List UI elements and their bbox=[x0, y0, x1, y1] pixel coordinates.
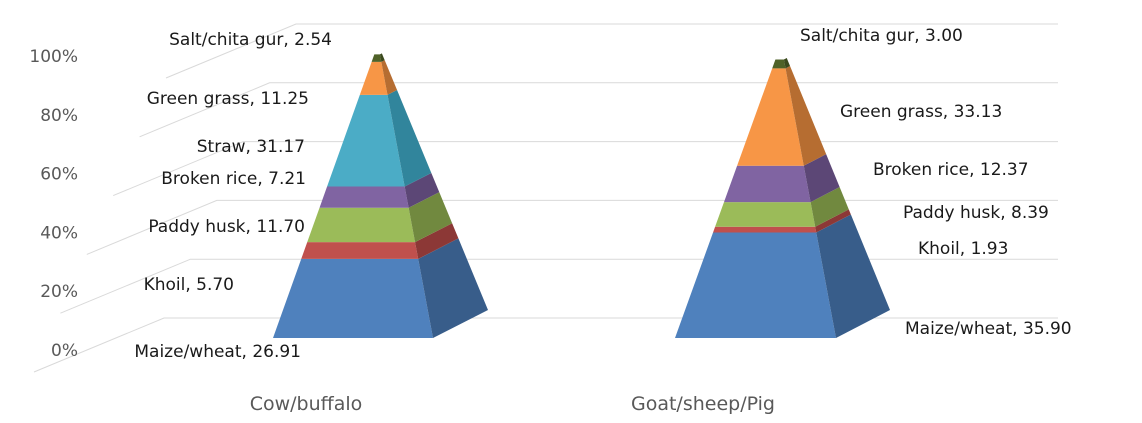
bar-front-salt-chita-gur bbox=[772, 59, 786, 69]
pyramids bbox=[273, 53, 890, 338]
x-axis: Cow/buffalo Goat/sheep/Pig bbox=[250, 393, 775, 415]
y-axis: 0% 20% 40% 60% 80% 100% bbox=[29, 47, 78, 361]
bar-front-maize-wheat bbox=[675, 232, 836, 338]
data-label-green-grass: Green grass, 33.13 bbox=[840, 102, 1002, 122]
bar-front-khoil bbox=[301, 242, 419, 259]
bar-front-paddy-husk bbox=[715, 202, 816, 227]
data-label-paddy-husk: Paddy husk, 11.70 bbox=[148, 217, 305, 237]
gridline bbox=[165, 23, 1058, 79]
data-label-broken-rice: Broken rice, 12.37 bbox=[873, 160, 1029, 180]
data-labels: Salt/chita gur, 2.54 Green grass, 11.25 St… bbox=[134, 26, 1071, 362]
data-label-khoil: Khoil, 5.70 bbox=[144, 275, 234, 295]
bar-side-green-grass bbox=[381, 60, 398, 95]
x-category-label: Cow/buffalo bbox=[250, 393, 363, 415]
bar-front-green-grass bbox=[359, 61, 388, 95]
y-tick-label: 60% bbox=[40, 165, 78, 185]
data-label-maize-wheat: Maize/wheat, 26.91 bbox=[134, 342, 301, 362]
y-tick-label: 40% bbox=[40, 223, 78, 243]
bar-side-maize-wheat bbox=[418, 238, 488, 338]
x-category-label: Goat/sheep/Pig bbox=[631, 393, 775, 415]
data-label-straw: Straw, 31.17 bbox=[197, 137, 305, 157]
data-label-maize-wheat: Maize/wheat, 35.90 bbox=[905, 319, 1072, 339]
bar-front-green-grass bbox=[737, 68, 804, 166]
bar-side-broken-rice bbox=[803, 154, 840, 203]
y-tick-label: 0% bbox=[51, 341, 78, 361]
bar-side-paddy-husk bbox=[810, 187, 849, 227]
bar-side-khoil bbox=[415, 223, 459, 259]
data-label-salt-chita-gur: Salt/chita gur, 2.54 bbox=[169, 30, 332, 50]
bar-front-broken-rice bbox=[319, 186, 409, 208]
bar-side-salt-chita-gur bbox=[783, 58, 791, 69]
y-tick-label: 80% bbox=[40, 106, 78, 126]
bar-side-khoil bbox=[815, 209, 851, 233]
bar-front-broken-rice bbox=[723, 165, 811, 203]
y-tick-label: 20% bbox=[40, 282, 78, 302]
bar-front-maize-wheat bbox=[273, 258, 433, 338]
data-label-khoil: Khoil, 1.93 bbox=[918, 239, 1008, 259]
bar-side-paddy-husk bbox=[408, 192, 453, 243]
y-tick-label: 100% bbox=[29, 47, 78, 67]
bar-side-green-grass bbox=[785, 66, 827, 166]
bar-front-straw bbox=[327, 94, 405, 187]
bar-front-salt-chita-gur bbox=[371, 54, 382, 62]
bar-side-salt-chita-gur bbox=[379, 53, 385, 62]
pyramid-goat-sheep-pig bbox=[675, 58, 890, 338]
data-label-paddy-husk: Paddy husk, 8.39 bbox=[903, 203, 1049, 223]
bar-side-maize-wheat bbox=[816, 214, 890, 338]
bar-side-straw bbox=[387, 90, 432, 187]
bar-front-khoil bbox=[713, 226, 817, 233]
data-label-salt-chita-gur: Salt/chita gur, 3.00 bbox=[800, 26, 963, 46]
data-label-green-grass: Green grass, 11.25 bbox=[147, 89, 309, 109]
bar-side-broken-rice bbox=[404, 172, 440, 208]
bar-front-paddy-husk bbox=[307, 207, 416, 243]
data-label-broken-rice: Broken rice, 7.21 bbox=[161, 169, 306, 189]
pyramid-cow-buffalo bbox=[273, 53, 488, 338]
